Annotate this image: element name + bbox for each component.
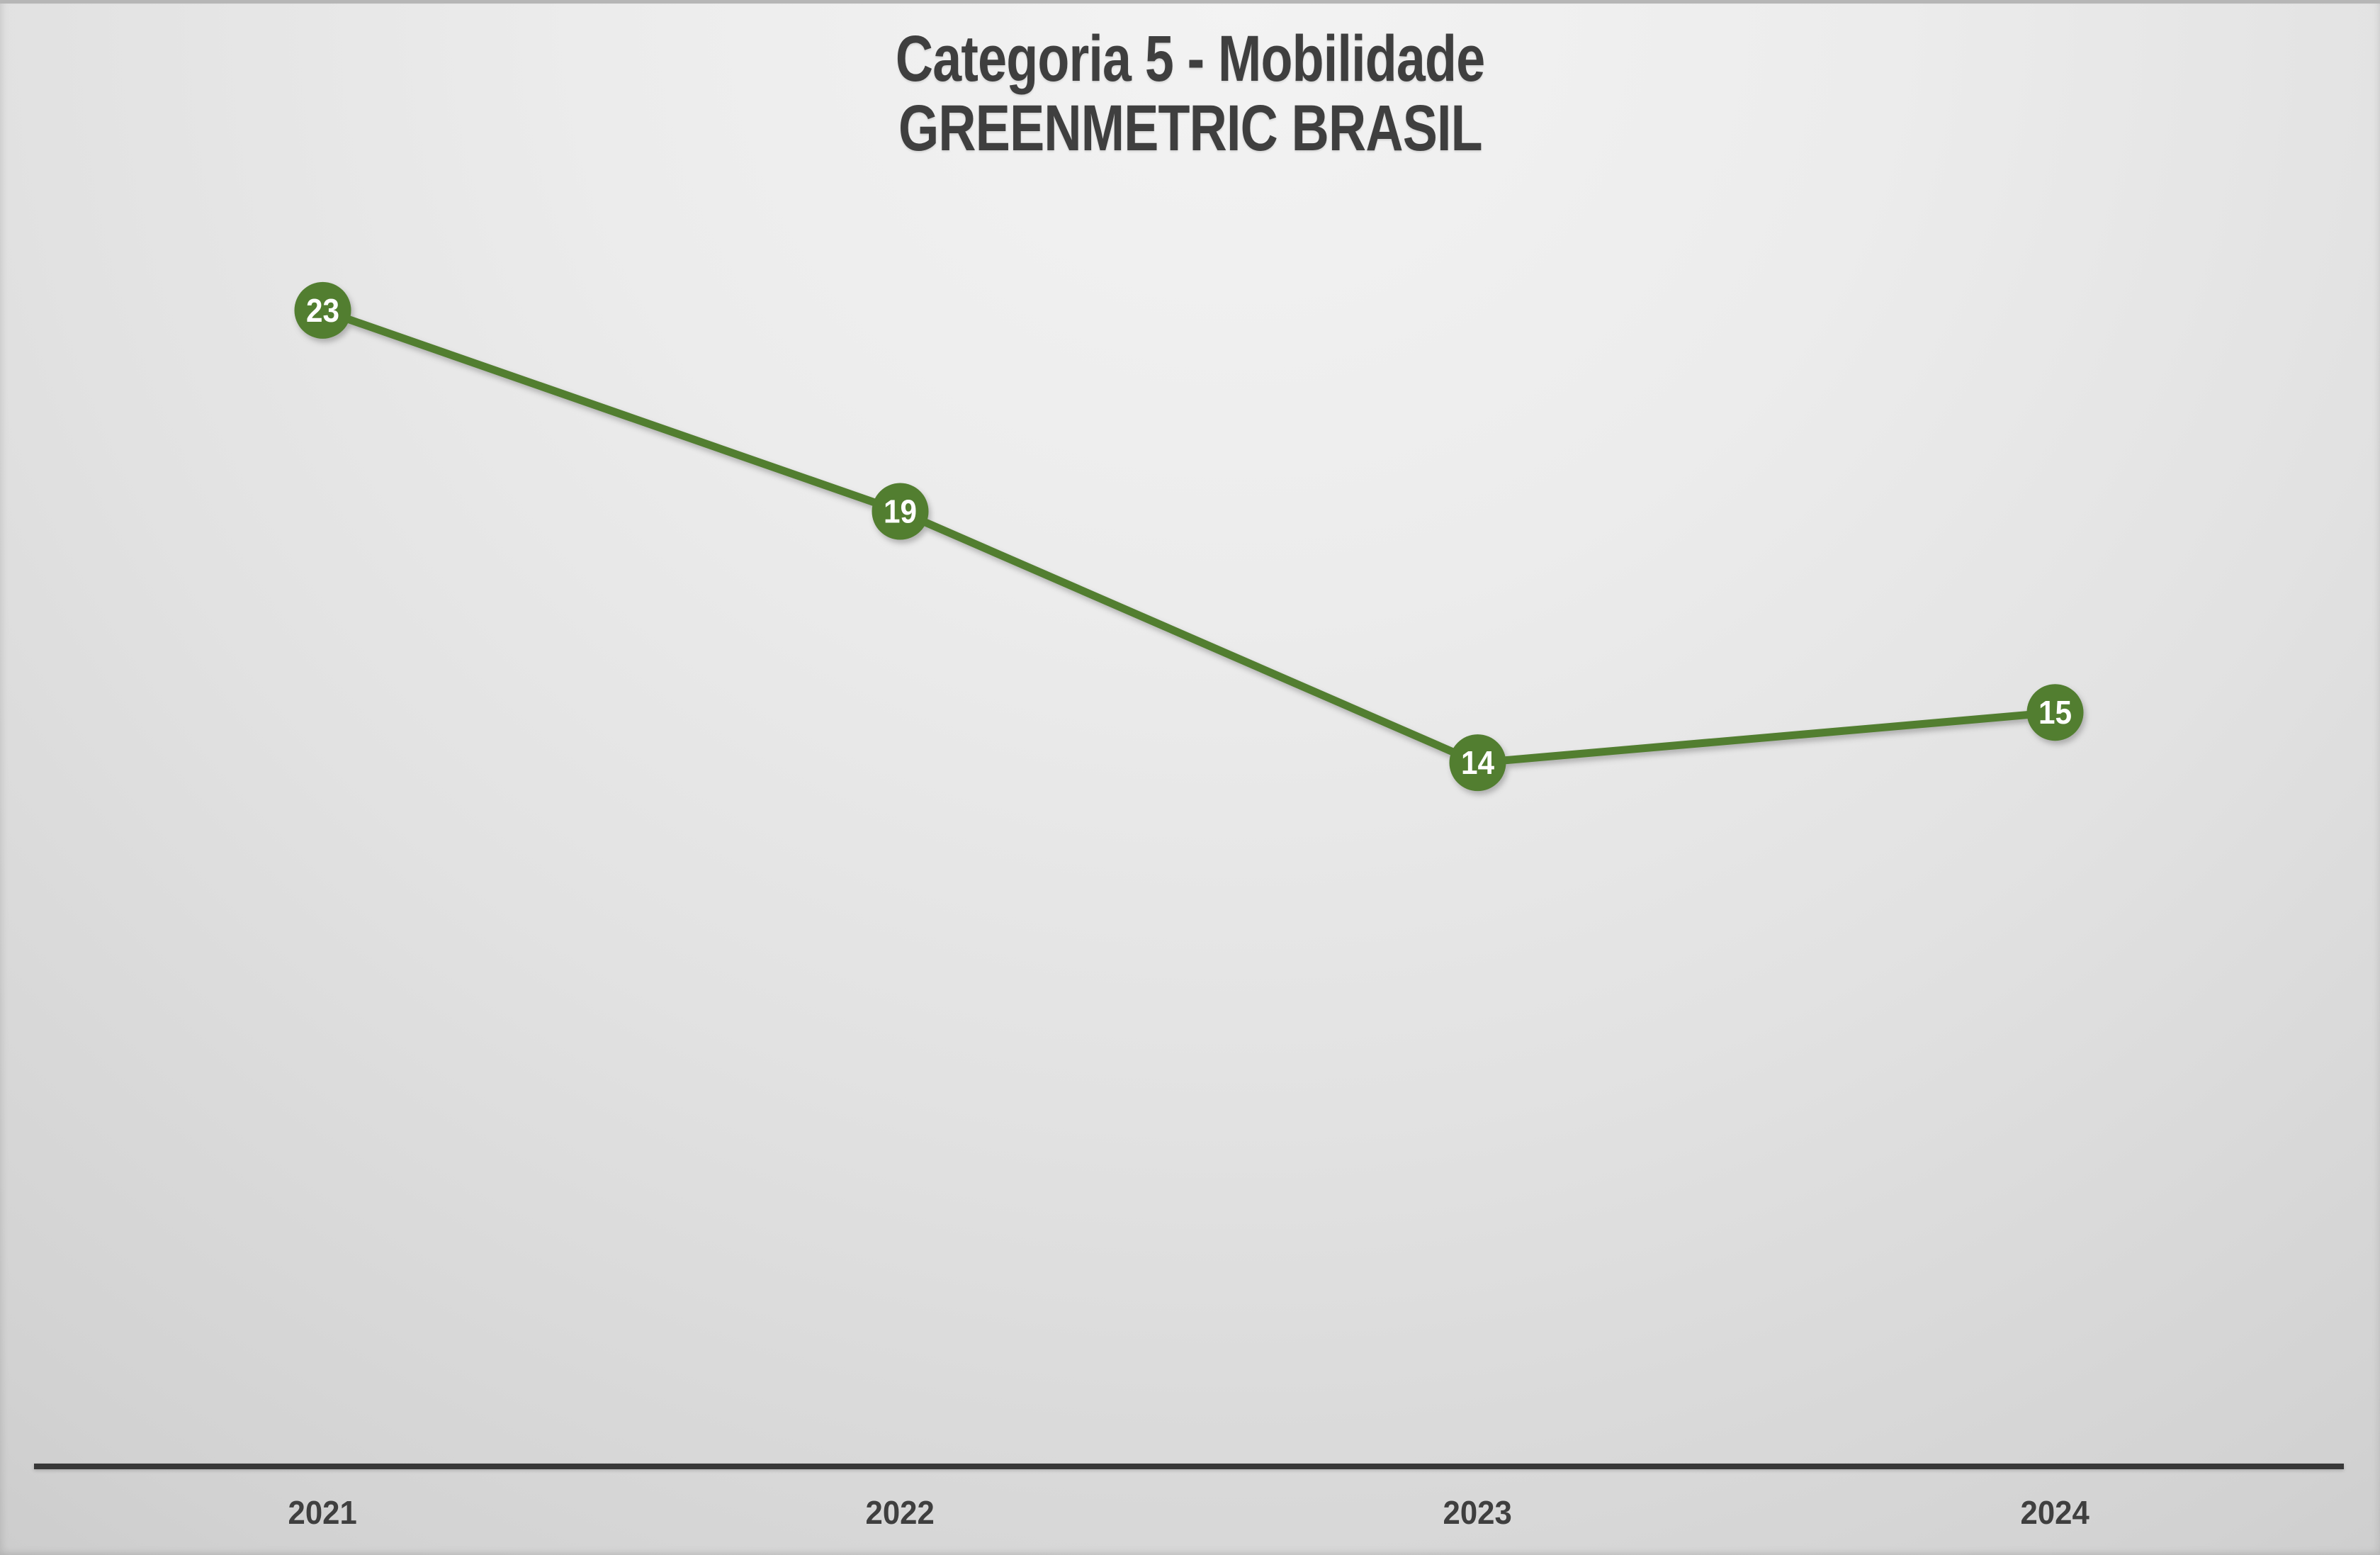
chart-title-line-2: GREENMETRIC BRASIL	[898, 92, 1483, 164]
data-point-value: 14	[1461, 746, 1494, 782]
data-series: 23 19 14 15	[294, 281, 2084, 792]
series-line	[319, 306, 2059, 767]
x-axis-label-2022: 2022	[865, 1494, 935, 1531]
x-axis-label-2023: 2023	[1443, 1494, 1513, 1531]
data-point-marker-2021	[294, 281, 351, 339]
x-axis-label-2021: 2021	[288, 1494, 358, 1531]
x-axis-label-2024: 2024	[2020, 1494, 2090, 1531]
top-edge-strip	[0, 0, 2380, 4]
data-point-marker-2023	[1449, 734, 1506, 792]
data-point-value: 15	[2038, 695, 2072, 731]
data-point-marker-2022	[872, 483, 929, 540]
chart-title: Categoria 5 - Mobilidade GREENMETRIC BRA…	[0, 24, 2380, 163]
chart-title-line-1: Categoria 5 - Mobilidade	[895, 23, 1485, 95]
data-point-value: 19	[884, 494, 917, 530]
data-point-marker-2024	[2026, 684, 2084, 741]
data-point-value: 23	[306, 293, 339, 329]
